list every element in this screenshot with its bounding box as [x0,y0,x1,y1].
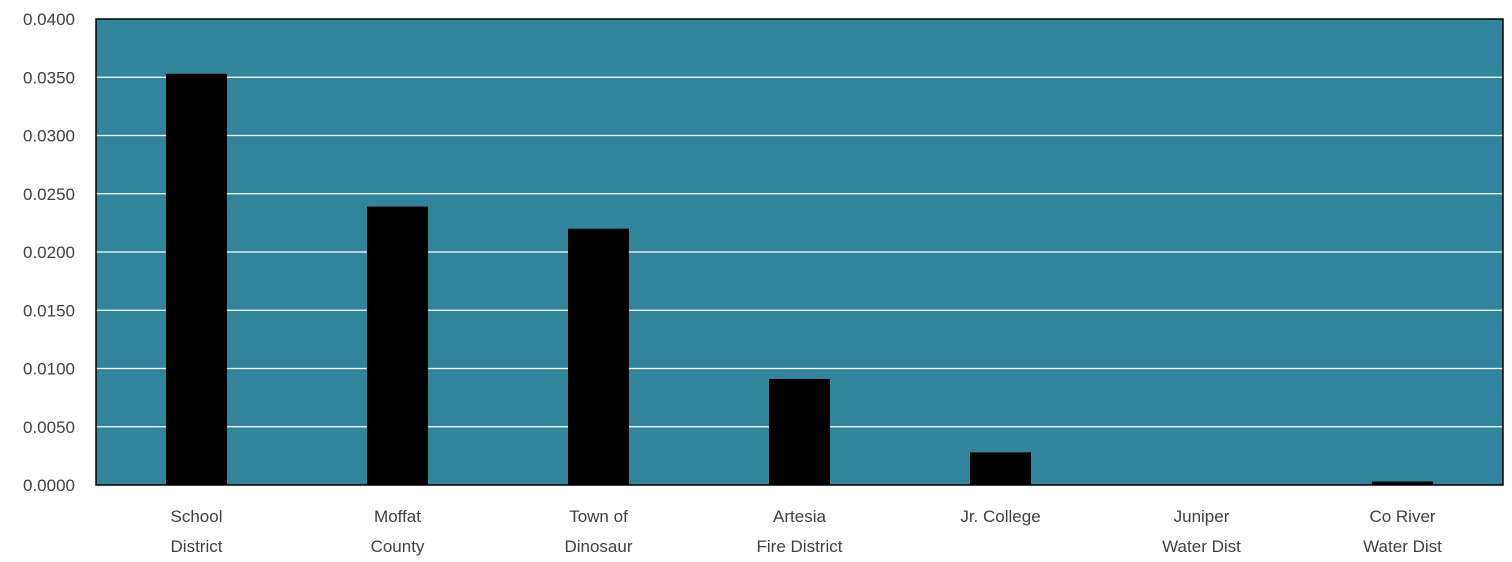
y-tick-label: 0.0250 [23,185,75,204]
x-category-label-line: Fire District [757,537,843,556]
x-category-label-line: County [371,537,425,556]
bar [970,452,1031,485]
y-tick-label: 0.0200 [23,243,75,262]
y-tick-label: 0.0300 [23,127,75,146]
x-category-label-line: Dinosaur [564,537,632,556]
x-category-label-line: Moffat [374,507,421,526]
bar [166,73,227,485]
x-category-label: Co River Water Dist [1363,507,1442,556]
bar [568,228,629,485]
bar [769,378,830,485]
y-tick-label: 0.0100 [23,360,75,379]
x-category-label: Juniper Water Dist [1162,507,1241,556]
x-axis-category-labels: School District Moffat County Town of Dinosau… [171,507,1443,556]
y-tick-label: 0.0400 [23,10,75,29]
x-category-label: Moffat County [371,507,425,556]
x-category-label: Artesia Fire District [757,507,843,556]
bars [166,73,1433,485]
x-category-label-line: Juniper [1174,507,1230,526]
x-category-label-line: Artesia [773,507,826,526]
x-category-label-line: Water Dist [1162,537,1241,556]
x-category-label-line: Water Dist [1363,537,1442,556]
y-axis-tick-labels: 0.0000 0.0050 0.0100 0.0150 0.0200 0.0250 0.03… [23,10,75,495]
y-tick-label: 0.0150 [23,301,75,320]
x-category-label-line: Town of [569,507,628,526]
y-tick-label: 0.0000 [23,476,75,495]
x-category-label: Jr. College [960,507,1040,526]
x-category-label-line: School [171,507,223,526]
x-category-label-line: District [171,537,223,556]
x-category-label: School District [171,507,223,556]
gridlines [96,76,1503,428]
x-category-label-line: Jr. College [960,507,1040,526]
x-category-label-line: Co River [1369,507,1435,526]
x-category-label: Town of Dinosaur [564,507,632,556]
y-tick-label: 0.0050 [23,418,75,437]
bar [1372,481,1433,485]
bar [367,206,428,485]
plot-frame [95,18,1504,486]
y-tick-label: 0.0350 [23,68,75,87]
